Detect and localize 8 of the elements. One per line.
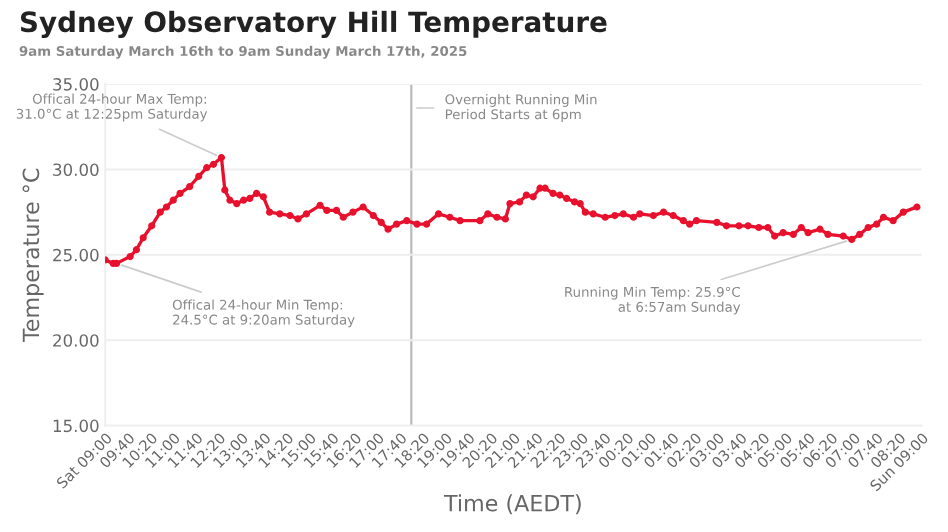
y-tick-label: 30.00 xyxy=(53,163,99,177)
y-tick-label: 35.00 xyxy=(53,78,99,91)
x-axis-title: Time (AEDT) xyxy=(443,494,581,515)
y-tick-label: 25.00 xyxy=(53,248,99,262)
y-axis-title: Temperature °C xyxy=(22,168,44,343)
y-tick-label: 20.00 xyxy=(53,334,99,347)
chart-title: Sydney Observatory Hill Temperature xyxy=(20,10,607,38)
y-tick-label: 15.00 xyxy=(53,419,99,433)
